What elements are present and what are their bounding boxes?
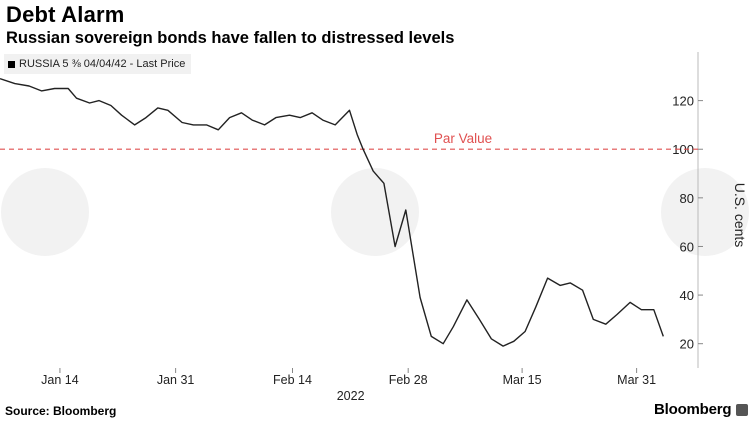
legend-swatch <box>8 60 15 68</box>
chart-subtitle: Russian sovereign bonds have fallen to d… <box>6 29 455 47</box>
y-tick-label: 60 <box>680 239 694 254</box>
x-year-label: 2022 <box>337 389 365 403</box>
series-group <box>0 78 664 347</box>
y-tick-label: 120 <box>672 94 694 109</box>
y-tick-label: 80 <box>680 191 694 206</box>
x-tick-label: Jan 31 <box>157 373 195 387</box>
price-series-line <box>0 78 664 347</box>
par-value-line: Par Value <box>0 131 698 150</box>
legend-label: RUSSIA 5 ⅜ 04/04/42 - Last Price <box>19 58 186 70</box>
y-tick-label: 20 <box>680 337 694 352</box>
y-axis: 20 40 60 80 100 120 <box>672 94 703 352</box>
y-axis-label: U.S. cents <box>732 183 748 248</box>
y-tick-label: 40 <box>680 288 694 303</box>
par-value-label: Par Value <box>434 131 492 146</box>
x-tick-label: Feb 14 <box>273 373 312 387</box>
brand-mark-icon <box>736 404 748 416</box>
x-axis: Jan 14 Jan 31 Feb 14 Feb 28 Mar 15 Mar 31 2022 <box>41 368 656 403</box>
watermark-group <box>1 168 749 256</box>
x-tick-label: Feb 28 <box>389 373 428 387</box>
chart-title: Debt Alarm <box>6 2 125 27</box>
watermark-disc <box>1 168 89 256</box>
watermark-disc <box>661 168 749 256</box>
x-tick-label: Mar 15 <box>503 373 542 387</box>
y-tick-label: 100 <box>672 142 694 157</box>
legend-entry: RUSSIA 5 ⅜ 04/04/42 - Last Price <box>4 54 192 74</box>
x-tick-label: Jan 14 <box>41 373 79 387</box>
watermark-disc <box>331 168 419 256</box>
bloomberg-logo: Bloomberg <box>654 401 732 418</box>
source-note: Source: Bloomberg <box>5 404 117 418</box>
x-tick-label: Mar 31 <box>617 373 656 387</box>
